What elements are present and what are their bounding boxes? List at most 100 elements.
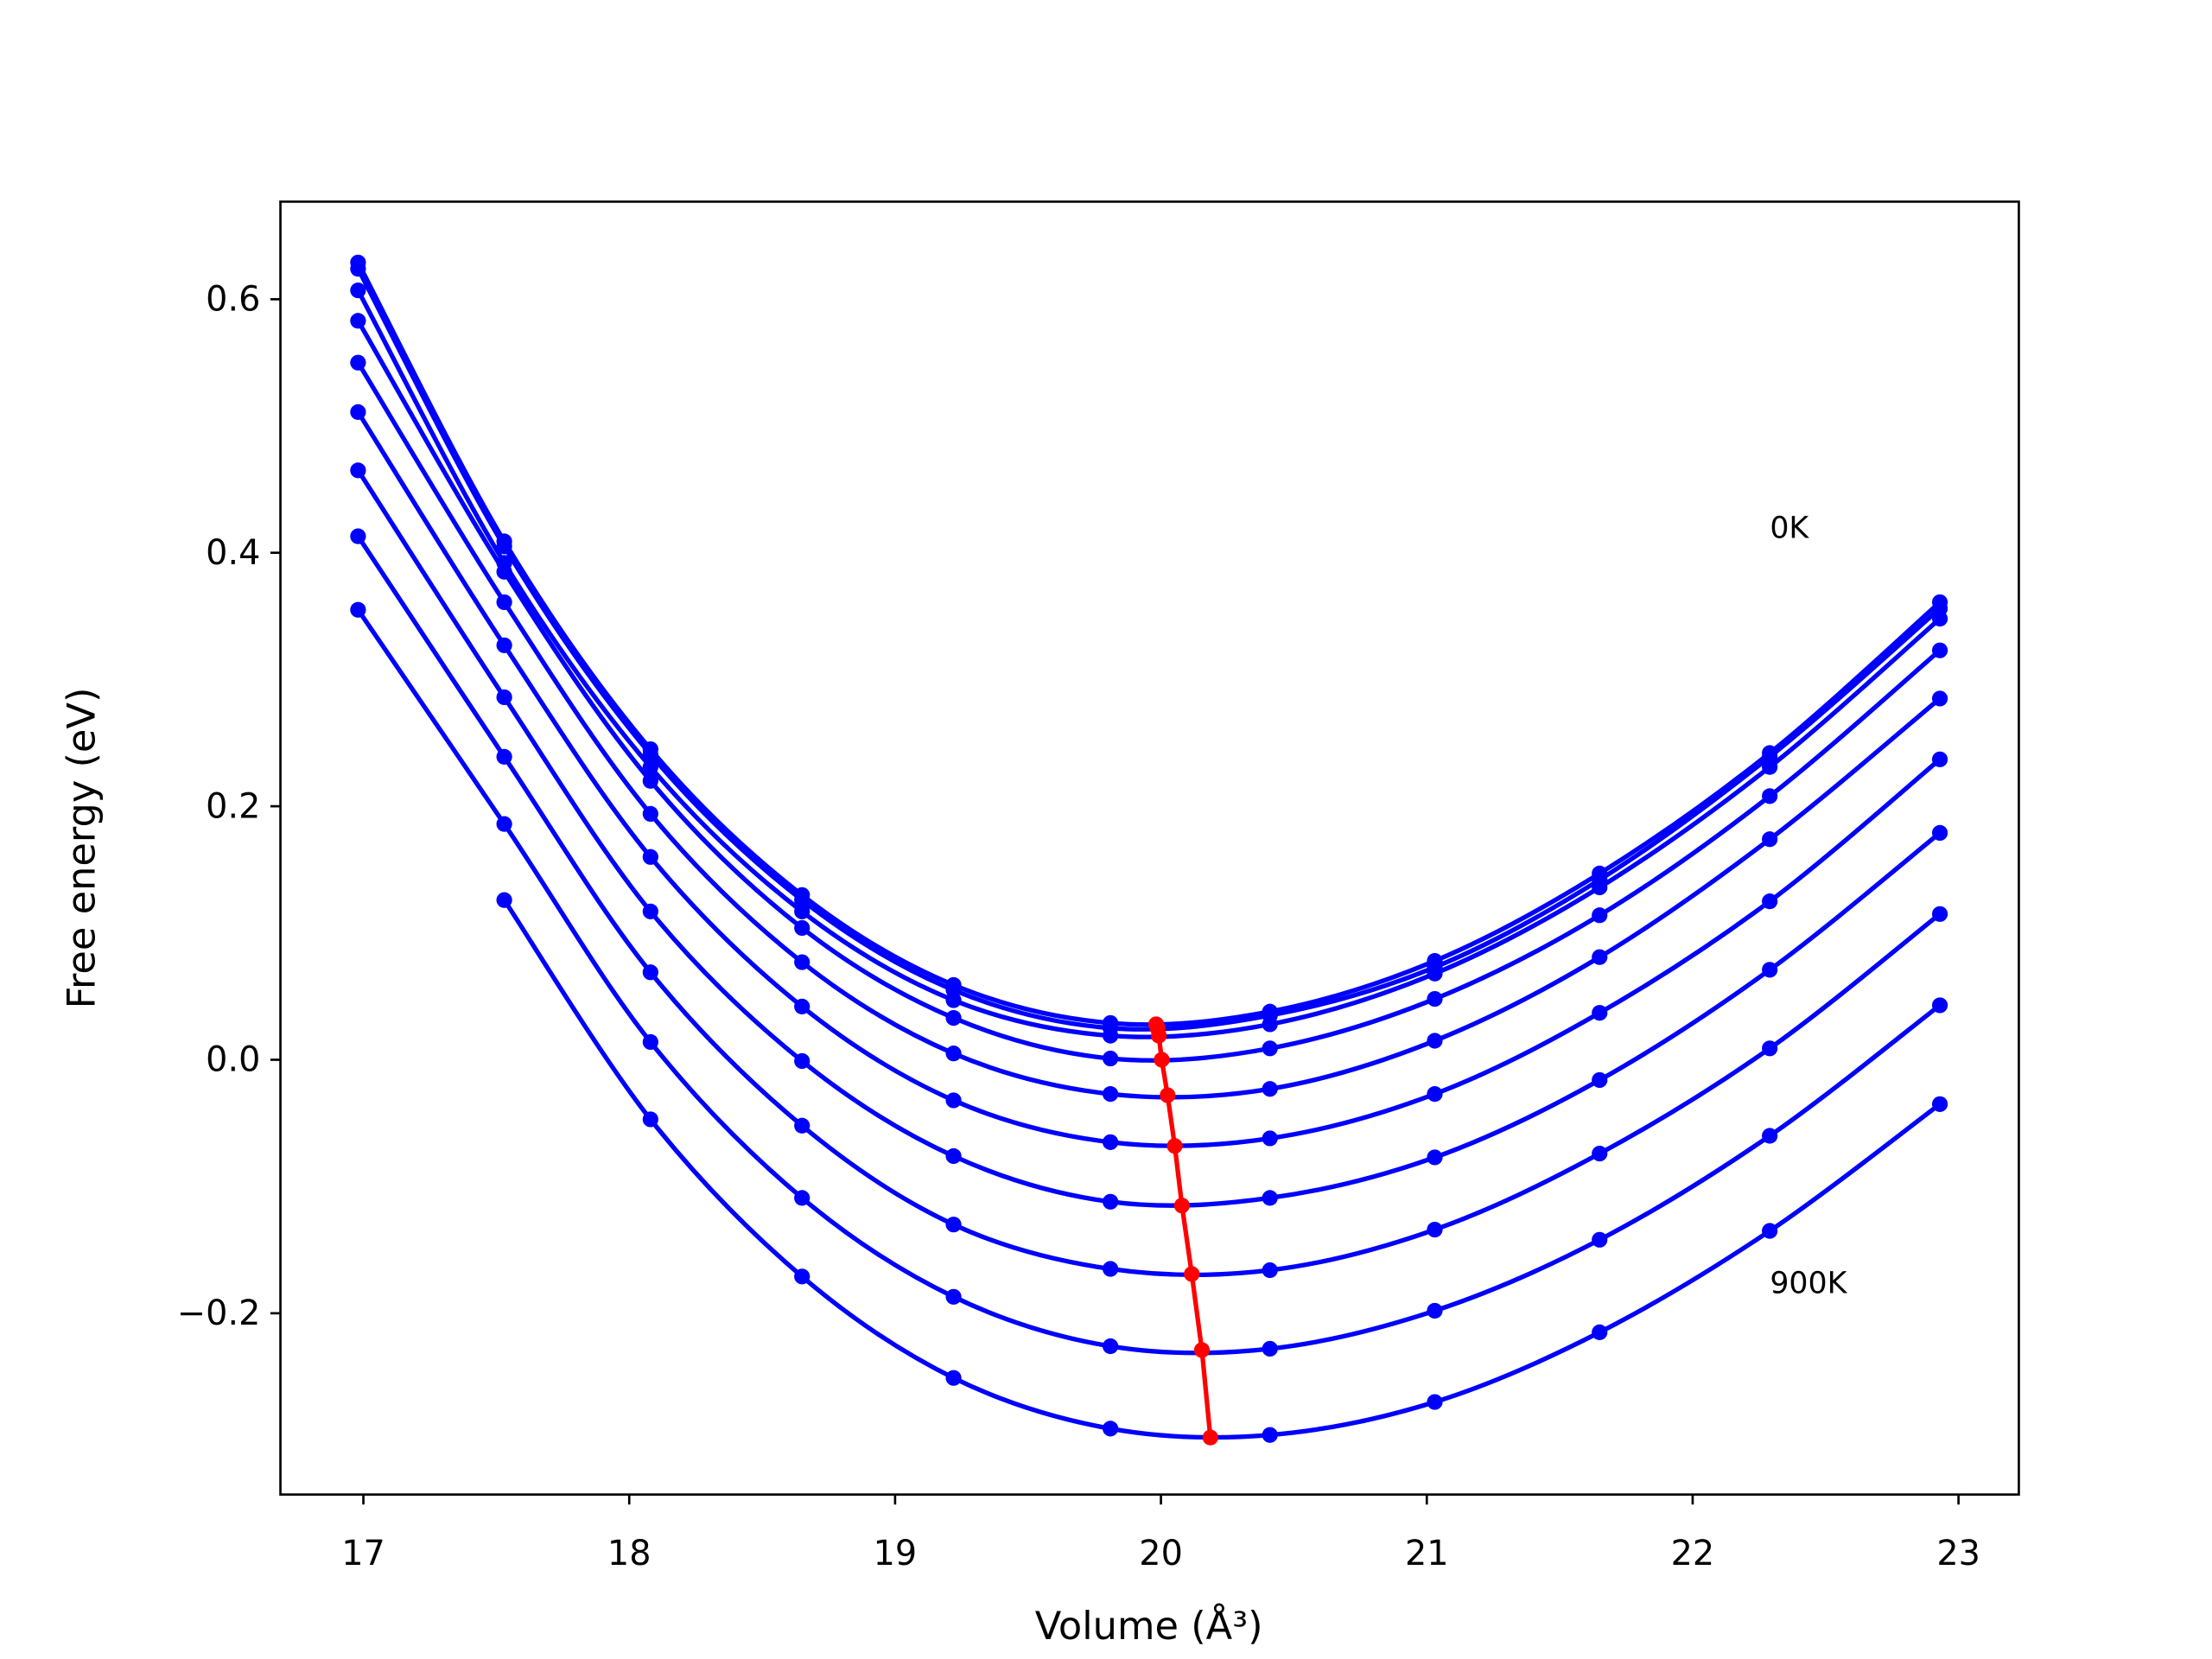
- curve-point: [350, 404, 366, 420]
- curve-point: [496, 637, 512, 653]
- curve-point: [1103, 1421, 1119, 1437]
- curve-point: [642, 759, 658, 775]
- curve-point: [496, 594, 512, 611]
- curve: [356, 468, 1942, 1208]
- curve-point: [1762, 759, 1778, 775]
- curve-point: [1931, 906, 1948, 922]
- curve: [356, 608, 1942, 1356]
- x-tick-label: 22: [1671, 1534, 1715, 1573]
- curve-point: [1427, 1085, 1443, 1103]
- curve-point: [1427, 1302, 1443, 1319]
- minima-line-point: [1202, 1429, 1218, 1446]
- curve-point: [496, 689, 512, 706]
- curve: [502, 899, 1942, 1440]
- curve-point: [1762, 1040, 1778, 1057]
- curve-point: [350, 601, 366, 618]
- plot-frame: [279, 200, 2020, 1496]
- curve-point: [1103, 1027, 1119, 1044]
- curve-point: [1103, 1193, 1119, 1210]
- curve-point: [642, 746, 658, 763]
- curve-point: [1427, 1221, 1443, 1238]
- curve-point: [1592, 1071, 1608, 1089]
- y-tick-label: −0.2: [177, 1294, 260, 1333]
- curve-point: [642, 964, 658, 981]
- curve-point: [496, 892, 512, 908]
- x-tick-label: 20: [1139, 1534, 1183, 1573]
- curve-point: [945, 1370, 962, 1386]
- curve-point: [1103, 1134, 1119, 1150]
- curve-point: [350, 313, 366, 329]
- curve-point: [1103, 1338, 1119, 1355]
- x-axis-label: Volume (Å³): [1035, 1603, 1263, 1649]
- curve-point: [1762, 893, 1778, 910]
- curve-point: [794, 954, 810, 970]
- curve-point: [945, 992, 962, 1008]
- curve-point: [794, 1268, 810, 1285]
- curve-point: [496, 563, 512, 580]
- curve-point: [1103, 1050, 1119, 1067]
- curve: [356, 361, 1942, 1100]
- curve-point: [1762, 1223, 1778, 1239]
- curve-point: [794, 1117, 810, 1134]
- curve-point: [945, 1147, 962, 1165]
- curve-point: [1592, 949, 1608, 965]
- curve-point: [1931, 997, 1948, 1014]
- curve-point: [1931, 751, 1948, 767]
- y-axis-label: Free energy (eV): [59, 688, 104, 1009]
- curve-point: [945, 1092, 962, 1109]
- curve-point: [794, 919, 810, 937]
- curve-point: [794, 903, 810, 919]
- curve-point: [350, 282, 366, 299]
- curve-point: [642, 805, 658, 823]
- curve-point: [1762, 788, 1778, 804]
- minima-line-point: [1193, 1342, 1211, 1358]
- curve-point: [642, 1033, 658, 1051]
- annotation: 900K: [1770, 1266, 1847, 1300]
- curve: [356, 319, 1942, 1063]
- curve-point: [1262, 1130, 1278, 1147]
- curve-point: [1103, 1261, 1119, 1277]
- curve-point: [1427, 1033, 1443, 1049]
- curve-point: [794, 1052, 810, 1070]
- curve-point: [1592, 1231, 1608, 1248]
- curve-point: [350, 528, 366, 544]
- curve-point: [1762, 831, 1778, 848]
- curve-point: [1262, 1190, 1278, 1206]
- curve-point: [1931, 1096, 1948, 1112]
- annotation: 0K: [1770, 511, 1809, 545]
- curve: [356, 535, 1942, 1278]
- x-tick-label: 18: [607, 1534, 652, 1573]
- x-tick-label: 19: [874, 1534, 918, 1573]
- curve-point: [1262, 1427, 1278, 1443]
- y-tick-label: 0.4: [206, 533, 260, 573]
- minima-line-point: [1166, 1138, 1183, 1154]
- curve-point: [1592, 1005, 1608, 1021]
- curve-point: [496, 538, 512, 555]
- minima-line-point: [1173, 1198, 1190, 1214]
- curve-point: [1262, 1016, 1278, 1033]
- curve-point: [1931, 824, 1948, 842]
- minima-line-point: [1154, 1052, 1170, 1068]
- curve: [356, 289, 1942, 1039]
- curve-point: [350, 354, 366, 371]
- x-tick-label: 21: [1405, 1534, 1449, 1573]
- minima-line-point: [1160, 1087, 1176, 1103]
- curve-point: [1592, 1145, 1608, 1162]
- curve-point: [496, 816, 512, 832]
- curve-point: [945, 1009, 962, 1027]
- minima-line-point: [1184, 1266, 1200, 1282]
- curve-point: [642, 849, 658, 865]
- curve-point: [1592, 879, 1608, 896]
- curve-point: [794, 892, 810, 908]
- y-tick-label: 0.0: [206, 1040, 260, 1080]
- curve-point: [794, 998, 810, 1014]
- curve: [356, 267, 1942, 1032]
- curve-point: [1931, 690, 1948, 707]
- curve-point: [945, 1288, 962, 1305]
- x-tick-label: 17: [341, 1534, 385, 1573]
- curve-point: [642, 772, 658, 789]
- curve-point: [1427, 965, 1443, 982]
- curve-point: [1427, 1394, 1443, 1410]
